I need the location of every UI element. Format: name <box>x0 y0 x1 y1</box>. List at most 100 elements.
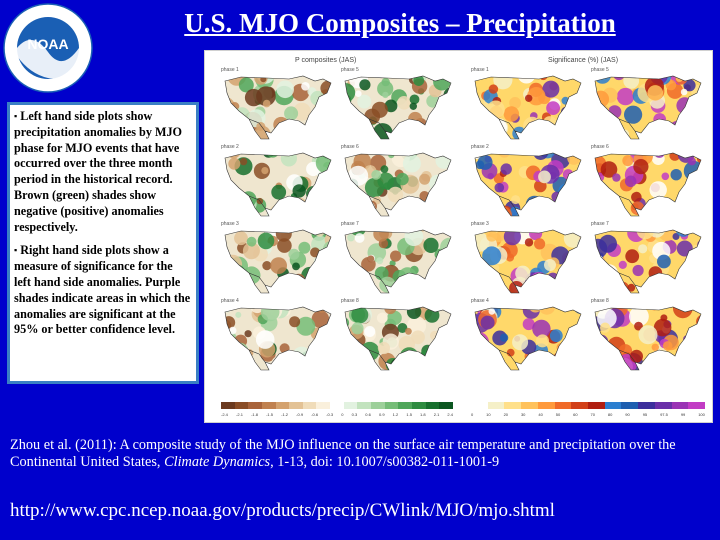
colorbar-swatch <box>289 402 303 409</box>
page-title: U.S. MJO Composites – Precipitation <box>184 8 616 38</box>
colorbar-tick: 0.6 <box>365 412 371 417</box>
colorbar-swatch <box>357 402 372 409</box>
colorbar-tick: 2.4 <box>447 412 453 417</box>
precip-map-6: phase 7 <box>339 221 457 295</box>
colorbar-tick: 0.3 <box>351 412 358 417</box>
colorbar-swatch <box>688 402 706 409</box>
colorbar-swatch <box>425 402 440 409</box>
colorbar-tick: -0.6 <box>311 412 319 417</box>
citation-doi: , 1-13, doi: 10.1007/s00382-011-1001-9 <box>270 454 500 470</box>
colorbar-tick: 0 <box>471 412 474 417</box>
significance-map-5: phase 3 <box>469 221 587 295</box>
description-bullet-1: ▪ Left hand side plots show precipitation… <box>14 109 192 235</box>
colorbar-tick: -1.5 <box>266 412 273 417</box>
colorbar-swatch <box>654 402 672 409</box>
colorbar-swatch <box>487 402 505 409</box>
colorbar-tick: 40 <box>538 412 543 417</box>
colorbar-swatch <box>621 402 639 409</box>
phase-label: phase 3 <box>221 221 239 227</box>
left-panel-title: P composites (JAS) <box>295 57 357 64</box>
logo-text: NOAA <box>27 36 68 52</box>
phase-label: phase 7 <box>341 221 359 227</box>
precip-map-2: phase 5 <box>339 67 457 141</box>
phase-label: phase 4 <box>221 298 239 304</box>
colorbar-swatch <box>384 402 399 409</box>
composite-figure: P composites (JAS) Significance (%) (JAS… <box>204 50 713 423</box>
colorbar-swatch <box>371 402 385 409</box>
colorbar-tick: 97.5 <box>660 412 668 417</box>
colorbar-tick: 1.2 <box>392 412 399 417</box>
colorbar-tick: 60 <box>573 412 578 417</box>
noaa-logo-icon: NOAA <box>2 2 94 94</box>
bullet-2-text: Right hand side plots show a measure of … <box>14 243 191 337</box>
colorbar-tick: 0 <box>341 412 344 417</box>
precip-map-4: phase 6 <box>339 144 457 218</box>
precip-map-1: phase 1 <box>219 67 337 141</box>
colorbar-swatch <box>521 402 538 409</box>
phase-label: phase 1 <box>471 67 489 73</box>
significance-map-3: phase 2 <box>469 144 587 218</box>
precip-map-3: phase 2 <box>219 144 337 218</box>
colorbar-swatch <box>439 402 453 409</box>
precip-colorbar-ticks: -2.4 -2.1 -1.8 -1.5 -1.2 -0.9 -0.6 -0.3 0 0.3 0.6 0… <box>221 412 453 417</box>
colorbar-swatch <box>554 402 572 409</box>
colorbar-swatch <box>234 402 249 409</box>
colorbar-tick: -2.4 <box>221 412 228 417</box>
colorbar-swatch <box>316 402 331 409</box>
colorbar-swatch <box>302 402 317 409</box>
colorbar-tick: 90 <box>625 412 630 417</box>
colorbar-tick: 20 <box>503 412 509 417</box>
right-panel-title: Significance (%) (JAS) <box>548 57 619 64</box>
significance-map-4: phase 6 <box>589 144 707 218</box>
colorbar-tick: 70 <box>590 412 595 417</box>
colorbar-tick: 99 <box>680 412 686 417</box>
significance-map-8: phase 8 <box>589 298 707 372</box>
significance-map-6: phase 7 <box>589 221 707 295</box>
colorbar-tick: 10 <box>486 412 491 417</box>
colorbar-swatch <box>411 402 426 409</box>
significance-map-7: phase 4 <box>469 298 587 372</box>
colorbar-tick: 80 <box>607 412 613 417</box>
precip-map-7: phase 4 <box>219 298 337 372</box>
citation-journal: Climate Dynamics <box>164 454 271 470</box>
colorbar-swatch <box>604 402 622 409</box>
colorbar-tick: 30 <box>520 412 526 417</box>
colorbar-swatch <box>330 402 344 409</box>
colorbar-tick: -1.2 <box>281 412 289 417</box>
bullet-icon: ▪ <box>14 111 18 121</box>
colorbar-swatch <box>221 402 235 409</box>
phase-label: phase 7 <box>591 221 609 227</box>
colorbar-swatch <box>588 402 605 409</box>
precip-map-8: phase 8 <box>339 298 457 372</box>
colorbar-tick: 100 <box>698 412 705 417</box>
colorbar-tick: 0.9 <box>378 412 385 417</box>
phase-label: phase 4 <box>471 298 489 304</box>
phase-label: phase 8 <box>341 298 359 304</box>
colorbar-tick: 1.8 <box>420 412 426 417</box>
colorbar-tick: -0.9 <box>296 412 304 417</box>
phase-label: phase 8 <box>591 298 609 304</box>
phase-label: phase 6 <box>341 144 359 150</box>
phase-label: phase 3 <box>471 221 489 227</box>
bullet-icon: ▪ <box>14 245 18 256</box>
colorbar-tick: -2.1 <box>236 412 243 417</box>
colorbar-swatch <box>504 402 522 409</box>
precip-map-5: phase 3 <box>219 221 337 295</box>
colorbar-tick: -1.8 <box>251 412 258 417</box>
colorbar-swatch <box>398 402 412 409</box>
significance-colorbar <box>471 402 706 409</box>
precip-colorbar <box>221 402 453 409</box>
colorbar-swatch <box>275 402 290 409</box>
colorbar-swatch <box>671 402 689 409</box>
citation-text: Zhou et al. (2011): A composite study of… <box>10 437 676 470</box>
colorbar-swatch <box>248 402 262 409</box>
citation: Zhou et al. (2011): A composite study of… <box>10 437 710 471</box>
significance-map-2: phase 5 <box>589 67 707 141</box>
significance-map-1: phase 1 <box>469 67 587 141</box>
colorbar-swatch <box>571 402 589 409</box>
phase-label: phase 1 <box>221 67 239 73</box>
phase-label: phase 2 <box>471 144 489 150</box>
colorbar-swatch <box>638 402 655 409</box>
source-link[interactable]: http://www.cpc.ncep.noaa.gov/products/pr… <box>10 500 555 521</box>
colorbar-tick: -0.3 <box>326 412 334 417</box>
